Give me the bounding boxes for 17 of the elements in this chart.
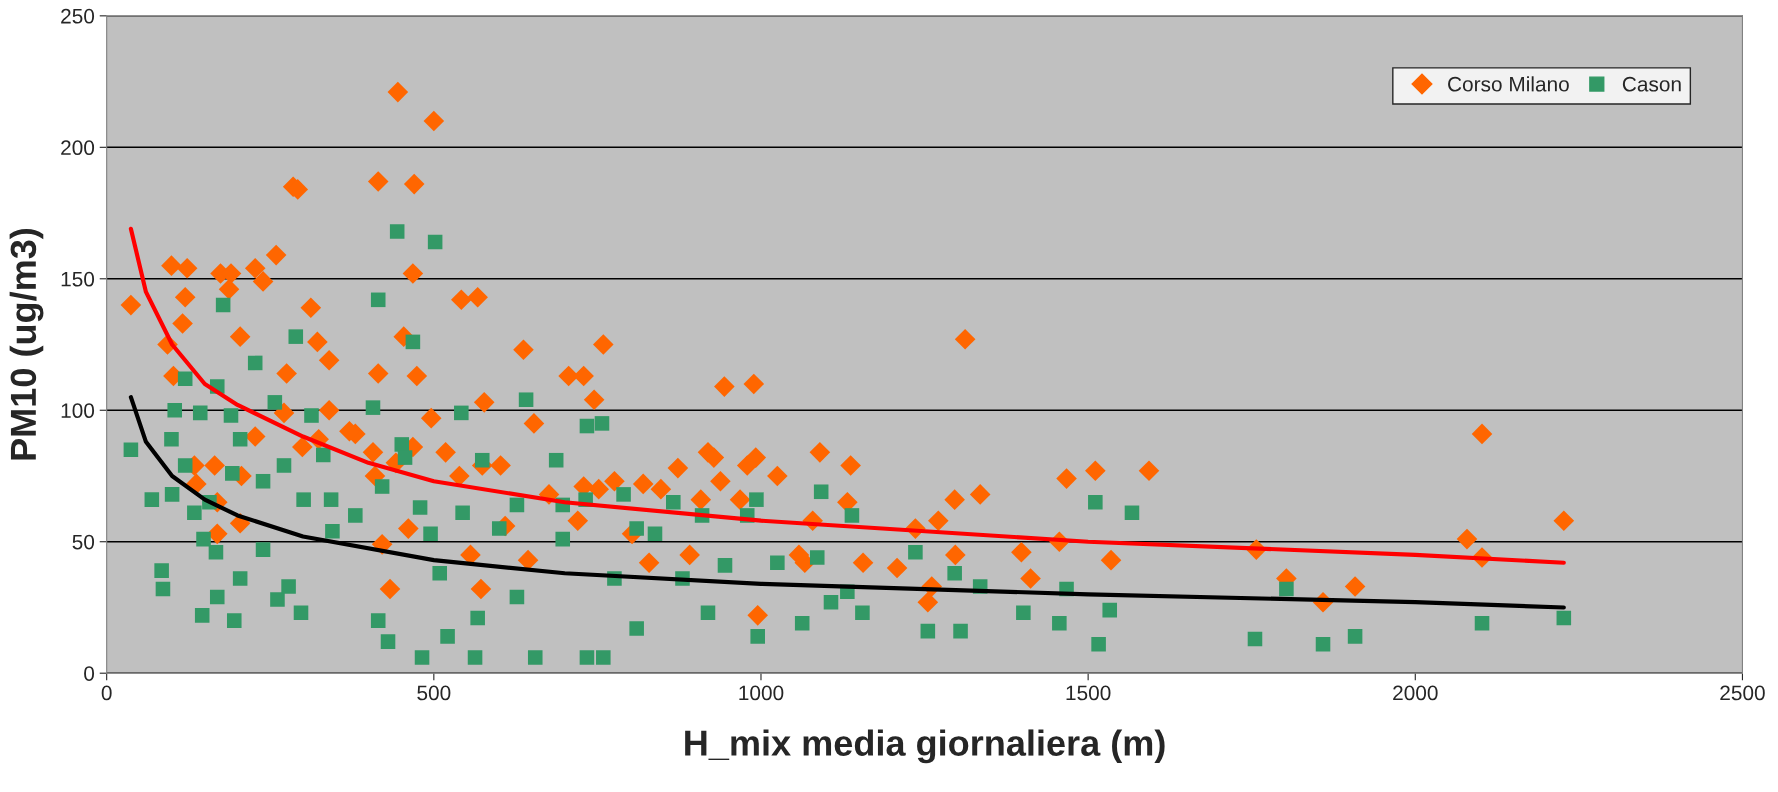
y-tick-label: 250 (61, 8, 95, 24)
x-tick-label: 500 (417, 685, 451, 701)
y-tick-label: 150 (61, 271, 95, 287)
x-tick-label: 1000 (739, 685, 784, 701)
y-axis-title: PM10 (ug/m3) (9, 228, 44, 460)
line-series (128, 226, 1566, 565)
x-tick-label: 0 (101, 685, 112, 701)
x-axis-title: H_mix media giornaliera (m) (685, 729, 1165, 764)
y-tick-label: 50 (72, 534, 95, 550)
y-tick-label: 200 (61, 140, 95, 156)
legend-label: Cason (1622, 76, 1681, 92)
legend-label: Corso Milano (1448, 76, 1569, 92)
y-tick-label: 100 (61, 403, 95, 419)
x-tick-label: 1500 (1066, 685, 1111, 701)
x-tick-label: 2000 (1393, 685, 1438, 701)
x-tick-label: 2500 (1720, 685, 1765, 701)
y-tick-label: 0 (84, 666, 95, 681)
